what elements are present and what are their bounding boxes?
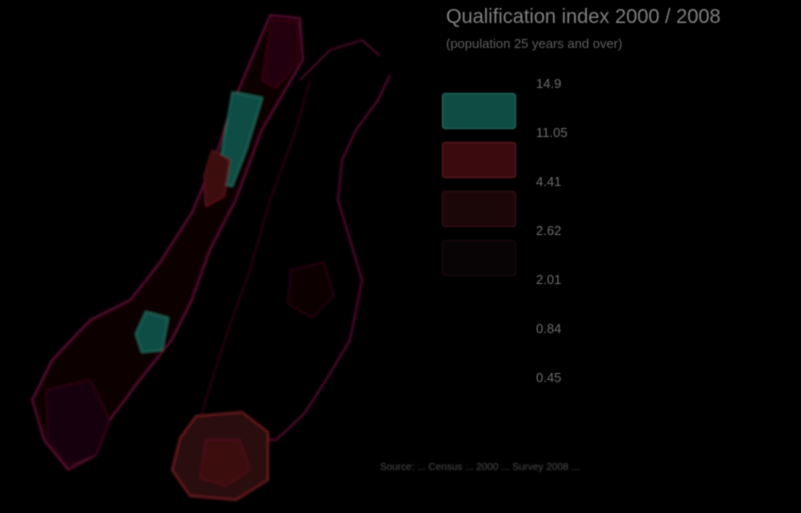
east-shoreline [229, 74, 391, 442]
region-teal-lower [135, 311, 169, 353]
legend-swatch [442, 93, 516, 129]
legend-break-label: 2.01 [536, 272, 562, 287]
river-channel [199, 79, 311, 421]
map-subtitle: (population 25 years and over) [446, 36, 623, 51]
legend-break-label: 0.84 [536, 321, 562, 336]
legend-swatch [442, 191, 516, 227]
region-central-east [287, 261, 335, 319]
northeast-shoreline [299, 38, 381, 81]
region-south-core [199, 439, 251, 487]
source-note: Source: ... Census ... 2000 ... Survey 2… [380, 462, 580, 473]
legend-break-label: 11.05 [536, 125, 568, 140]
legend-break-label: 14.9 [536, 76, 562, 91]
region-lower-island [45, 379, 111, 467]
region-red-upper [203, 149, 231, 207]
region-north-red [261, 19, 299, 89]
legend-break-label: 2.62 [536, 223, 562, 238]
legend-swatch [442, 240, 516, 276]
map-title: Qualification index 2000 / 2008 [446, 6, 721, 28]
legend-break-label: 0.45 [536, 370, 562, 385]
legend-swatch [442, 142, 516, 178]
legend-break-label: 4.41 [536, 174, 562, 189]
